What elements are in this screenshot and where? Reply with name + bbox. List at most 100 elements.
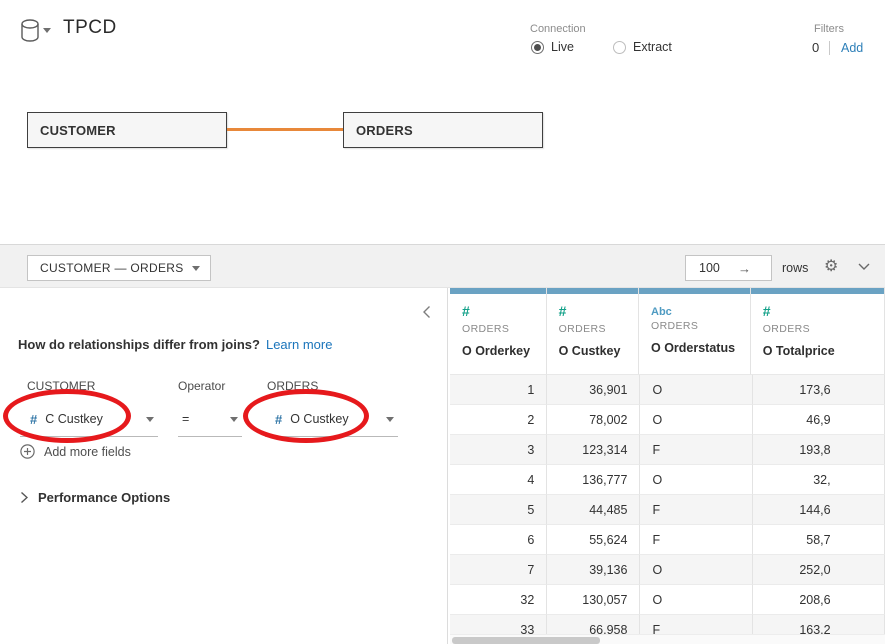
cell-custkey: 44,485 [547,495,641,525]
column-table-caption: ORDERS [462,323,510,335]
horizontal-scrollbar-thumb[interactable] [452,637,600,644]
cell-custkey: 39,136 [547,555,641,585]
table-node-orders[interactable]: ORDERS [343,112,543,148]
filters-add-link[interactable]: Add [841,41,864,55]
cell-orderkey: 33 [450,615,548,644]
row-count-box: → [685,255,772,281]
cell-totalprice: 208,6 [752,585,885,615]
radio-live-label: Live [551,40,574,54]
operator-value: = [182,412,190,426]
cell-totalprice: 252,0 [752,555,885,585]
cell-totalprice-value: 46,9 [806,412,831,427]
settings-gear-icon[interactable]: ⚙ [824,258,839,275]
radio-extract-icon[interactable] [613,40,626,54]
number-field-icon: # [30,411,38,427]
column-header-custkey[interactable]: # ORDERS O Custkey [546,288,639,375]
table-node-customer[interactable]: CUSTOMER [27,112,227,148]
column-header-orderstatus[interactable]: Abc ORDERS O Orderstatus [639,288,751,375]
table-row: 32 130,057 O 208,6 [450,585,885,615]
radio-live[interactable]: Live [531,40,574,54]
operator-caret-icon [230,416,238,422]
cell-totalprice-value: 58,7 [806,532,831,547]
horizontal-scrollbar-track[interactable] [450,634,885,644]
cell-orderkey: 32 [450,585,548,615]
cell-custkey: 136,777 [547,465,641,495]
connection-label: Connection [530,23,586,35]
table-row: 1 36,901 O 173,6 [450,375,885,405]
cell-totalprice: 163,2 [753,615,885,644]
column-field-name: O Totalprice [762,344,835,358]
column-header-orderkey[interactable]: # ORDERS O Orderkey [450,288,547,375]
cell-orderkey: 1 [450,375,548,405]
table-node-orders-label: ORDERS [356,122,413,138]
filters-divider [829,41,830,55]
row-count-input[interactable] [686,261,736,275]
column-field-name: O Orderkey [462,344,531,358]
plus-circle-icon [20,444,35,459]
number-type-icon: # [762,303,771,319]
radio-extract[interactable]: Extract [613,40,672,54]
rows-label: rows [782,261,809,275]
table-selector-caret-icon [192,265,200,271]
cell-orderstatus: F [640,435,753,465]
column-field-name: O Custkey [558,344,621,358]
cell-totalprice: 144,6 [752,495,885,525]
column-accent-bar [546,288,638,294]
right-field-dropdown[interactable]: # O Custkey [265,402,398,437]
cell-orderstatus: F [640,615,753,644]
column-table-caption: ORDERS [762,323,811,335]
table-row: 2 78,002 O 46,9 [450,405,885,435]
relationship-panel [0,288,448,644]
cell-orderkey: 4 [450,465,548,495]
database-menu-caret-icon[interactable] [43,28,51,33]
column-accent-bar [639,288,750,294]
radio-extract-label: Extract [633,40,672,54]
table-row: 4 136,777 O 32, [450,465,885,495]
column-accent-bar [450,288,546,294]
cell-totalprice-value: 193,8 [799,442,831,457]
cell-totalprice-value: 173,6 [799,382,831,397]
cell-custkey: 130,057 [547,585,641,615]
table-selector-dropdown[interactable]: CUSTOMER — ORDERS [27,255,211,281]
cell-totalprice: 173,6 [752,375,885,405]
cell-custkey: 66,958 [547,615,641,644]
column-header-totalprice[interactable]: # ORDERS O Totalprice [750,288,885,375]
cell-totalprice: 32, [752,465,885,495]
cell-orderkey: 7 [450,555,548,585]
cell-custkey: 36,901 [547,375,641,405]
cell-orderkey: 3 [450,435,548,465]
cell-orderstatus: O [640,405,753,435]
cell-orderstatus: O [640,465,753,495]
relationship-question-text: How do relationships differ from joins? L… [18,337,332,352]
chevron-right-icon [21,491,28,504]
collapse-panel-chevron-left-icon[interactable] [422,305,431,319]
cell-orderkey: 6 [450,525,548,555]
right-table-column-label: ORDERS [267,379,319,393]
left-field-caret-icon [146,416,154,422]
row-count-apply-arrow-icon[interactable]: → [738,260,751,276]
column-table-caption: ORDERS [651,320,699,332]
cell-totalprice: 193,8 [752,435,885,465]
filters-label: Filters [814,23,844,35]
cell-orderstatus: F [640,525,753,555]
cell-custkey: 78,002 [547,405,641,435]
performance-options-toggle[interactable]: Performance Options [20,490,170,505]
number-type-icon: # [558,303,567,319]
left-field-dropdown[interactable]: # C Custkey [20,402,158,437]
add-more-fields-button[interactable]: Add more fields [20,444,131,459]
grid-menu-chevron-down-icon[interactable] [858,263,870,271]
learn-more-link[interactable]: Learn more [265,337,333,352]
operator-dropdown[interactable]: = [178,402,242,437]
performance-options-label: Performance Options [38,490,171,505]
radio-live-icon[interactable] [531,40,544,54]
cell-orderkey: 5 [450,495,548,525]
cell-totalprice: 58,7 [752,525,885,555]
relationship-question-label: How do relationships differ from joins? [18,337,260,352]
relationship-noodle[interactable] [227,128,343,131]
cell-orderstatus: O [640,585,753,615]
cell-totalprice-value: 163,2 [799,622,831,637]
table-row: 5 44,485 F 144,6 [450,495,885,525]
cell-totalprice: 46,9 [752,405,885,435]
database-icon[interactable] [19,19,41,43]
cell-orderkey: 2 [450,405,548,435]
